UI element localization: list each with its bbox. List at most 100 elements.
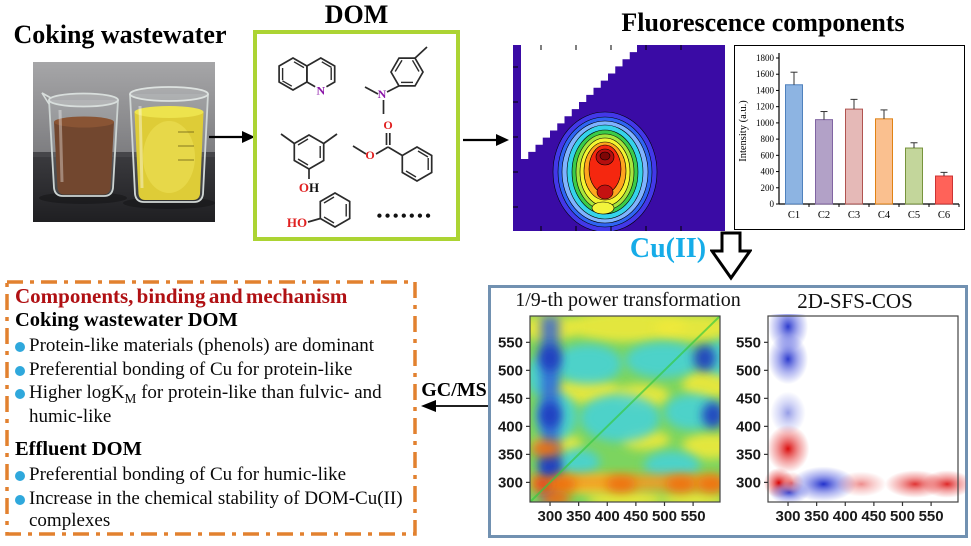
negative-peak bbox=[539, 402, 562, 429]
phenol-HO-label: HO bbox=[287, 215, 307, 230]
positive-peak bbox=[540, 490, 571, 502]
positive-peak bbox=[546, 476, 577, 493]
summary-title: Components, binding and mechanism bbox=[15, 284, 348, 308]
summary-box: Components, binding and mechanism Coking… bbox=[5, 280, 417, 536]
bar-ytick-label: 0 bbox=[770, 199, 775, 209]
xtick-label: 550 bbox=[919, 508, 944, 525]
bar-ytick-label: 1200 bbox=[756, 102, 775, 112]
xtick-label: 350 bbox=[804, 508, 829, 525]
ytick-label: 500 bbox=[736, 362, 761, 379]
quinoline-structure bbox=[278, 57, 336, 91]
bullet-item: Protein-like materials (phenols) are dom… bbox=[15, 335, 412, 357]
xtick-label: 450 bbox=[861, 508, 886, 525]
gcms-label: GC/MS bbox=[421, 379, 487, 401]
ytick-label: 300 bbox=[498, 474, 523, 491]
bullet-text: Higher logKM for protein-like than fulvi… bbox=[29, 382, 382, 428]
ytick-label: 350 bbox=[736, 446, 761, 463]
rayleigh-scatter-mask bbox=[521, 45, 637, 159]
fluorescence-title: Fluorescence components bbox=[621, 8, 905, 37]
ytick-label: 350 bbox=[498, 446, 523, 463]
methyl-benzoate-structure bbox=[352, 133, 433, 182]
xtick-label: 300 bbox=[776, 508, 801, 525]
bar-C6 bbox=[935, 175, 953, 205]
bullet-icon bbox=[15, 341, 25, 352]
dom-molecules: N N OH O O HO ••••••• bbox=[278, 46, 434, 230]
bar-ytick-label: 600 bbox=[761, 150, 775, 160]
bullet-icon bbox=[15, 470, 25, 481]
eem-contour-plot bbox=[513, 45, 725, 231]
bullet-text: Increase in the chemical stability of DO… bbox=[29, 487, 403, 531]
ytick-label: 300 bbox=[736, 474, 761, 491]
bullet-icon bbox=[15, 389, 25, 400]
ytick-label: 550 bbox=[498, 334, 523, 351]
negative-peak bbox=[693, 345, 716, 372]
dimethylphenol-structure bbox=[280, 133, 338, 179]
sfs-cos-title: 2D-SFS-COS bbox=[797, 289, 913, 313]
bullet-item: Preferential bonding of Cu for humic-lik… bbox=[15, 464, 412, 486]
power-transformation-title: 1/9-th power transformation bbox=[515, 289, 741, 311]
ytick-label: 550 bbox=[736, 334, 761, 351]
heatmap-field bbox=[530, 316, 720, 502]
summary-heading: Coking wastewater DOM bbox=[15, 309, 238, 332]
ytick-label: 400 bbox=[498, 418, 523, 435]
bullet-item: Increase in the chemical stability of DO… bbox=[15, 488, 412, 532]
bar-C1 bbox=[785, 84, 803, 205]
xtick-label: 500 bbox=[890, 508, 915, 525]
carbonyl-O-label: O bbox=[383, 118, 392, 132]
positive-blob bbox=[921, 470, 966, 498]
bar-ytick-label: 1000 bbox=[756, 118, 775, 128]
bar-ytick-label: 1600 bbox=[756, 69, 775, 79]
positive-blob bbox=[836, 471, 887, 497]
eem-contour-rings bbox=[552, 111, 658, 231]
intensity-bar-chart: 0 200 400 600 800 1000 1200 1400 1600 1800 Intensi… bbox=[738, 53, 960, 221]
positive-blob bbox=[766, 424, 810, 473]
positive-peak bbox=[531, 440, 562, 457]
bullet-icon bbox=[15, 365, 25, 376]
coking-wastewater-title: Coking wastewater bbox=[13, 20, 227, 49]
phenol-OH-label: OH bbox=[299, 180, 319, 195]
dom-molecules-box: N N OH O O HO ••••••• bbox=[253, 30, 460, 241]
positive-peak bbox=[665, 476, 696, 493]
negative-blob bbox=[790, 466, 857, 502]
xtick-label: 350 bbox=[566, 508, 591, 525]
beaker-effluent bbox=[129, 86, 209, 203]
bar-xtick-label: C6 bbox=[938, 210, 950, 221]
ytick-label: 450 bbox=[498, 390, 523, 407]
dimethyl-toluidine-structure bbox=[364, 46, 428, 114]
phenol-structure bbox=[307, 192, 351, 228]
ellipsis-dots: ••••••• bbox=[377, 208, 434, 225]
bar-ytick-label: 1400 bbox=[756, 85, 775, 95]
diagonal-line bbox=[530, 316, 720, 502]
negative-blob bbox=[770, 391, 806, 435]
xtick-label: 400 bbox=[833, 508, 858, 525]
xtick-label: 550 bbox=[681, 508, 706, 525]
summary-content: Components, binding and mechanism Coking… bbox=[15, 284, 412, 531]
hollow-down-arrow-icon bbox=[710, 231, 752, 281]
xtick-label: 400 bbox=[595, 508, 620, 525]
bar-xtick-label: C3 bbox=[848, 210, 860, 221]
bullet-text: Preferential bonding of Cu for humic-lik… bbox=[29, 463, 347, 485]
bar-xtick-label: C2 bbox=[818, 210, 830, 221]
arrow-left-icon bbox=[421, 400, 491, 412]
amine-N-label: N bbox=[378, 87, 387, 101]
bar-xtick-label: C5 bbox=[908, 210, 920, 221]
bar-ytick-label: 800 bbox=[761, 134, 775, 144]
arrow-right-icon bbox=[463, 134, 509, 146]
intensity-bar-chart-frame: 0 200 400 600 800 1000 1200 1400 1600 1800 Intensi… bbox=[734, 45, 965, 230]
bar-C2 bbox=[815, 119, 833, 205]
correlation-analysis-box: 1/9-th power transformation 2D-SFS-COS 3… bbox=[488, 285, 968, 538]
eem-axis-ticks bbox=[513, 45, 682, 231]
bar-ytick-label: 1800 bbox=[756, 53, 775, 63]
arrow-right-icon bbox=[209, 131, 255, 143]
bar-C5 bbox=[905, 147, 923, 205]
bar-xtick-label: C4 bbox=[878, 210, 891, 221]
xtick-label: 450 bbox=[623, 508, 648, 525]
xtick-label: 500 bbox=[652, 508, 677, 525]
bar-ytick-label: 200 bbox=[761, 183, 775, 193]
bar-xtick-label: C1 bbox=[788, 210, 800, 221]
summary-border bbox=[5, 280, 417, 536]
bullet-icon bbox=[15, 494, 25, 505]
negative-peak bbox=[539, 452, 562, 479]
beakers-photo bbox=[33, 62, 215, 222]
